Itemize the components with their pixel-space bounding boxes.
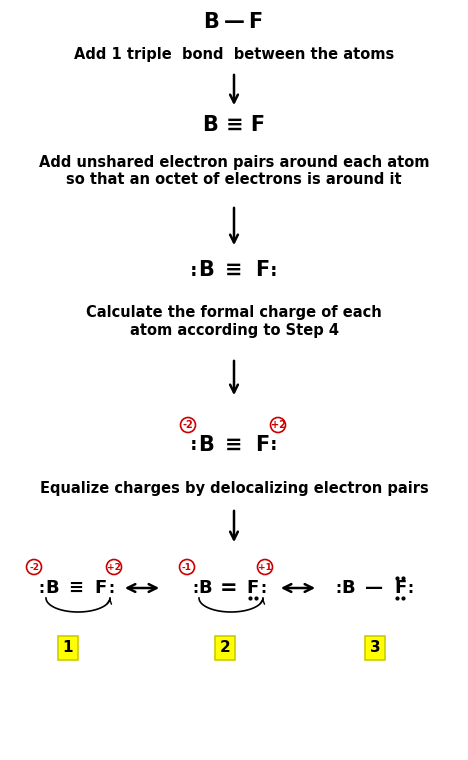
Text: :: : [268,261,280,280]
Text: +2: +2 [107,562,121,572]
Text: B: B [198,579,212,597]
Text: B: B [45,579,59,597]
Text: B: B [341,579,355,597]
Text: F: F [394,579,406,597]
Text: B: B [198,435,214,455]
Text: +1: +1 [258,562,272,572]
Text: :: : [268,435,280,454]
Text: :: : [405,579,415,597]
Text: F: F [255,260,269,280]
Text: :: : [333,579,343,597]
Text: F: F [247,579,259,597]
Text: -2: -2 [29,562,39,572]
Text: Add 1 triple  bond  between the atoms: Add 1 triple bond between the atoms [74,47,394,62]
Text: so that an octet of electrons is around it: so that an octet of electrons is around … [66,173,402,188]
Text: =: = [220,578,238,598]
Text: —: — [365,579,383,597]
Text: ≡: ≡ [68,579,84,597]
Text: 2: 2 [219,641,230,655]
Text: B ≡ F: B ≡ F [203,115,265,135]
Text: -1: -1 [182,562,192,572]
Text: :: : [258,579,268,597]
Text: atom according to Step 4: atom according to Step 4 [130,322,338,337]
Text: ≡: ≡ [225,260,243,280]
Text: :: : [36,579,46,597]
Text: Add unshared electron pairs around each atom: Add unshared electron pairs around each … [39,156,429,170]
Text: B: B [198,260,214,280]
Text: Equalize charges by delocalizing electron pairs: Equalize charges by delocalizing electro… [40,480,428,496]
Text: :: : [188,435,200,454]
Text: -2: -2 [183,420,193,430]
Text: F: F [94,579,106,597]
Text: Calculate the formal charge of each: Calculate the formal charge of each [86,305,382,319]
Text: ≡: ≡ [225,435,243,455]
Text: :: : [190,579,200,597]
Text: +2: +2 [271,420,285,430]
Text: 3: 3 [370,641,380,655]
Text: F: F [255,435,269,455]
Text: 1: 1 [63,641,73,655]
Text: :: : [106,579,116,597]
Text: :: : [188,261,200,280]
Text: B — F: B — F [205,12,263,32]
